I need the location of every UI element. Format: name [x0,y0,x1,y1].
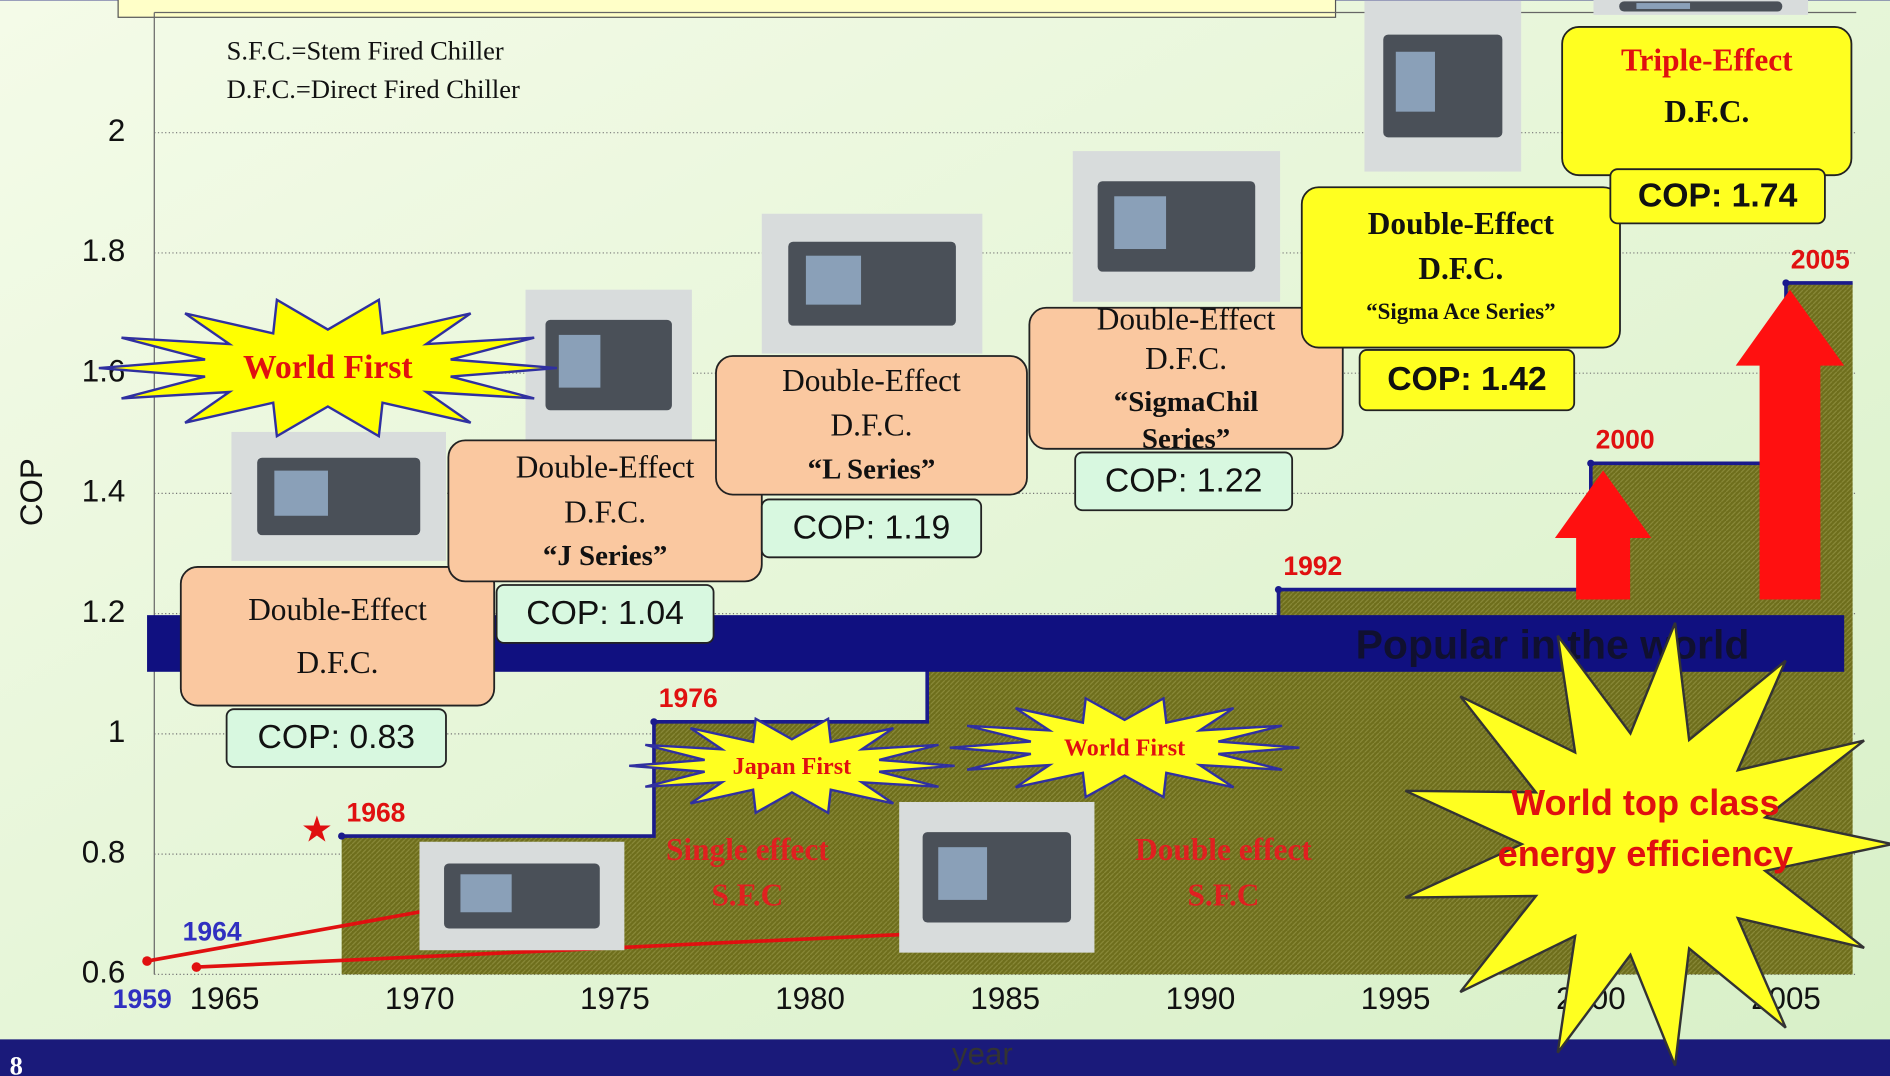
box-line: Double-Effect [1097,301,1276,336]
cop-label: COP: 1.04 [526,594,684,632]
y-tick-label: 1.2 [82,594,126,629]
box-line: D.F.C. [564,494,646,529]
point [1587,460,1594,467]
y-tick-label: 0.8 [82,834,126,869]
photo-detail [460,874,511,912]
y-tick-label: 2 [108,113,125,148]
point [650,718,657,725]
star: ★ [301,809,333,850]
photo-detail [559,335,601,388]
box-line: Double-Effect [1368,206,1555,241]
box-line: Double-Effect [248,592,427,627]
box-line: D.F.C. [297,645,379,680]
photo-detail [1396,52,1435,112]
box-line: “SigmaChil [1114,386,1259,418]
box-line: “J Series” [543,540,667,572]
box-line: “Sigma Ace Series” [1366,299,1555,324]
big-burst-label: World top class [1511,782,1780,823]
burst-label: World First [1064,736,1185,762]
y-tick-label: 1.4 [82,474,126,509]
photo-detail [1114,196,1166,249]
y-tick-label: 1.8 [82,233,126,268]
x-tick-label: 1980 [775,981,845,1016]
x-tick-label: 1965 [190,981,260,1016]
burst-label: World First [243,349,413,386]
x-tick-label: 1985 [970,981,1040,1016]
point-year-label: 1968 [346,797,405,827]
photo-detail [274,471,328,516]
point-year-label: 2000 [1596,425,1655,455]
photo-detail [806,256,861,305]
early-label: 1959 [113,984,172,1014]
point-year-label: 1976 [659,683,718,713]
box-line: Double-Effect [782,363,961,398]
box-line: D.F.C. [1664,94,1749,129]
point [338,832,345,839]
effect-label: S.F.C [1187,878,1259,913]
x-tick-label: 1975 [580,981,650,1016]
burst-label: Japan First [733,754,851,780]
chart: 0.60.811.21.41.61.8219651970197519801985… [0,0,1890,1076]
box-line: Triple-Effect [1621,42,1793,77]
effect-label: S.F.C [711,878,783,913]
early-point [142,956,152,966]
box-line: “L Series” [808,453,936,485]
effect-label: Single effect [666,832,829,867]
band-label: Popular in the world [1356,622,1750,668]
note: S.F.C.=Stem Fired Chiller [227,36,504,66]
box-line: Series” [1142,423,1230,455]
box-line: D.F.C. [1145,341,1227,376]
point [1275,586,1282,593]
y-tick-label: 1 [108,714,125,749]
cop-label: COP: 1.22 [1105,461,1263,499]
effect-label: Double effect [1135,832,1312,867]
cop-label: COP: 1.74 [1638,176,1798,214]
cop-label: COP: 1.19 [793,508,951,546]
box-line: D.F.C. [831,408,913,443]
page-number: 8 [10,1050,23,1076]
box-line: D.F.C. [1418,251,1503,286]
photo-detail [938,847,987,900]
footer-band [0,1039,1890,1075]
cop-label: COP: 0.83 [258,718,416,756]
x-tick-label: 1995 [1361,981,1431,1016]
big-burst-label: energy efficiency [1498,833,1793,874]
box-line: Double-Effect [516,450,695,485]
y-tick-label: 1.6 [82,353,126,388]
note: D.F.C.=Direct Fired Chiller [227,74,520,104]
cop-label: COP: 1.42 [1387,360,1546,398]
photo-detail [1636,3,1690,9]
x-axis-label: year [952,1037,1013,1072]
y-axis-label: COP [14,458,49,526]
header-box [118,0,1335,17]
point-year-label: 1992 [1283,551,1342,581]
early-point [192,962,202,972]
x-tick-label: 1970 [385,981,455,1016]
point [1782,279,1789,286]
x-tick-label: 1990 [1166,981,1236,1016]
point-year-label: 2005 [1791,244,1850,274]
early-label: 1964 [183,916,242,946]
annotation-box [181,567,494,706]
